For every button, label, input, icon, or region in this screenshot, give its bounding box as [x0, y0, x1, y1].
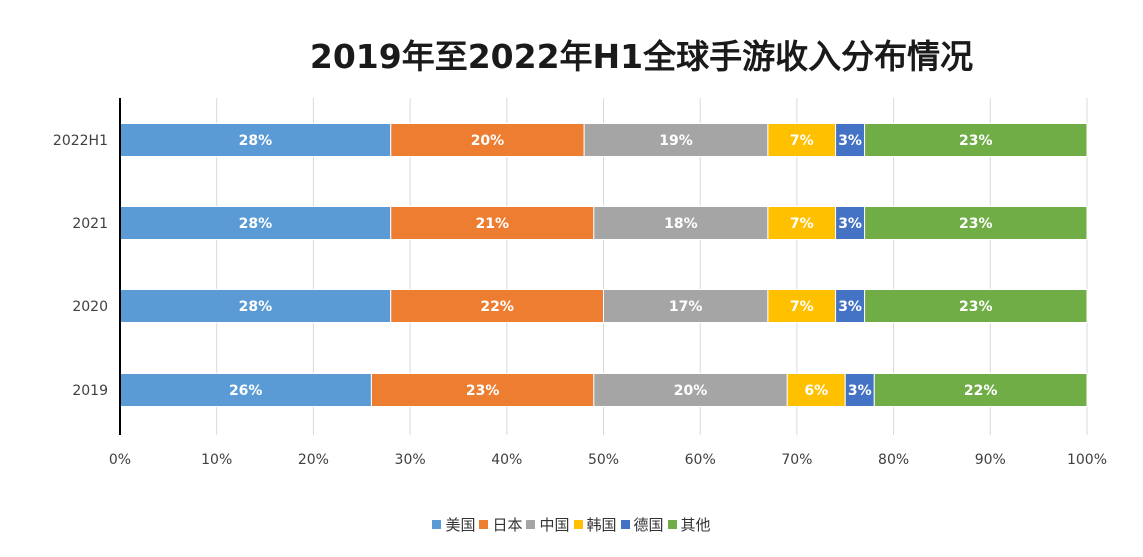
data-label: 28% — [239, 299, 273, 315]
data-label: 23% — [959, 133, 993, 149]
bar-segment — [593, 206, 769, 240]
legend-swatch — [620, 520, 630, 529]
category-label: 2021 — [72, 216, 108, 232]
data-label: 19% — [659, 133, 693, 149]
data-label: 28% — [239, 216, 273, 232]
x-tick-label: 10% — [201, 452, 232, 468]
legend-item: 美国 — [432, 514, 475, 535]
bar-segment — [390, 123, 585, 157]
x-tick-label: 60% — [685, 452, 716, 468]
category-label: 2022H1 — [53, 133, 108, 149]
data-label: 3% — [848, 383, 872, 399]
data-label: 23% — [466, 383, 500, 399]
bar-segment — [864, 289, 1088, 323]
data-label: 28% — [239, 133, 273, 149]
legend-label: 中国 — [539, 516, 570, 534]
x-tick-label: 80% — [878, 452, 909, 468]
category-label: 2020 — [72, 299, 108, 315]
legend-item: 日本 — [479, 514, 522, 535]
data-label: 20% — [674, 383, 708, 399]
legend: 美国 日本 中国 韩国 德国 其他 — [0, 514, 1143, 535]
bar-segment — [603, 289, 769, 323]
bar-segment — [767, 289, 837, 323]
legend-swatch — [479, 520, 489, 529]
data-label: 3% — [838, 133, 862, 149]
data-label: 22% — [480, 299, 514, 315]
bar-segment — [370, 373, 595, 407]
data-label: 18% — [664, 216, 698, 232]
bar-segment — [767, 206, 837, 240]
bar-segment — [583, 123, 769, 157]
bar-segment — [119, 206, 392, 240]
legend-label: 日本 — [492, 516, 523, 534]
x-tick-label: 50% — [588, 452, 619, 468]
bar-segment — [864, 123, 1088, 157]
x-tick-label: 20% — [298, 452, 329, 468]
data-label: 3% — [838, 299, 862, 315]
bar-segment — [767, 123, 837, 157]
legend-label: 韩国 — [586, 516, 617, 534]
legend-item: 其他 — [667, 514, 711, 535]
legend-label: 其他 — [680, 516, 711, 534]
bar-segment — [835, 123, 866, 157]
x-tick-label: 40% — [491, 452, 522, 468]
data-label: 6% — [804, 383, 828, 399]
data-label: 17% — [669, 299, 703, 315]
legend-swatch — [526, 520, 536, 529]
bar-segment — [835, 206, 866, 240]
data-label: 22% — [964, 383, 998, 399]
legend-swatch — [573, 520, 583, 529]
bar-segment — [835, 289, 866, 323]
legend-item: 韩国 — [573, 514, 617, 535]
legend-item: 中国 — [526, 514, 570, 535]
x-tick-label: 70% — [781, 452, 812, 468]
data-label: 7% — [790, 216, 814, 232]
x-tick-label: 100% — [1067, 452, 1107, 468]
category-label: 2019 — [72, 383, 108, 399]
chart-title: 2019年至2022年H1全球手游收入分布情况 — [309, 37, 974, 76]
legend-swatch — [667, 520, 677, 529]
bar-segment — [873, 373, 1088, 407]
data-label: 23% — [959, 299, 993, 315]
legend-item: 德国 — [620, 514, 664, 535]
x-tick-label: 0% — [109, 452, 131, 468]
data-label: 26% — [229, 383, 263, 399]
data-label: 20% — [471, 133, 505, 149]
data-label: 7% — [790, 133, 814, 149]
data-label: 23% — [959, 216, 993, 232]
data-label: 21% — [476, 216, 510, 232]
data-label: 3% — [838, 216, 862, 232]
data-label: 7% — [790, 299, 814, 315]
bar-segment — [390, 289, 605, 323]
legend-swatch — [432, 520, 442, 529]
legend-label: 美国 — [445, 516, 476, 534]
x-tick-label: 30% — [395, 452, 426, 468]
x-tick-label: 90% — [975, 452, 1006, 468]
bar-segment — [119, 373, 372, 407]
bar-segment — [864, 206, 1088, 240]
legend-label: 德国 — [633, 516, 664, 534]
bar-segment — [786, 373, 846, 407]
